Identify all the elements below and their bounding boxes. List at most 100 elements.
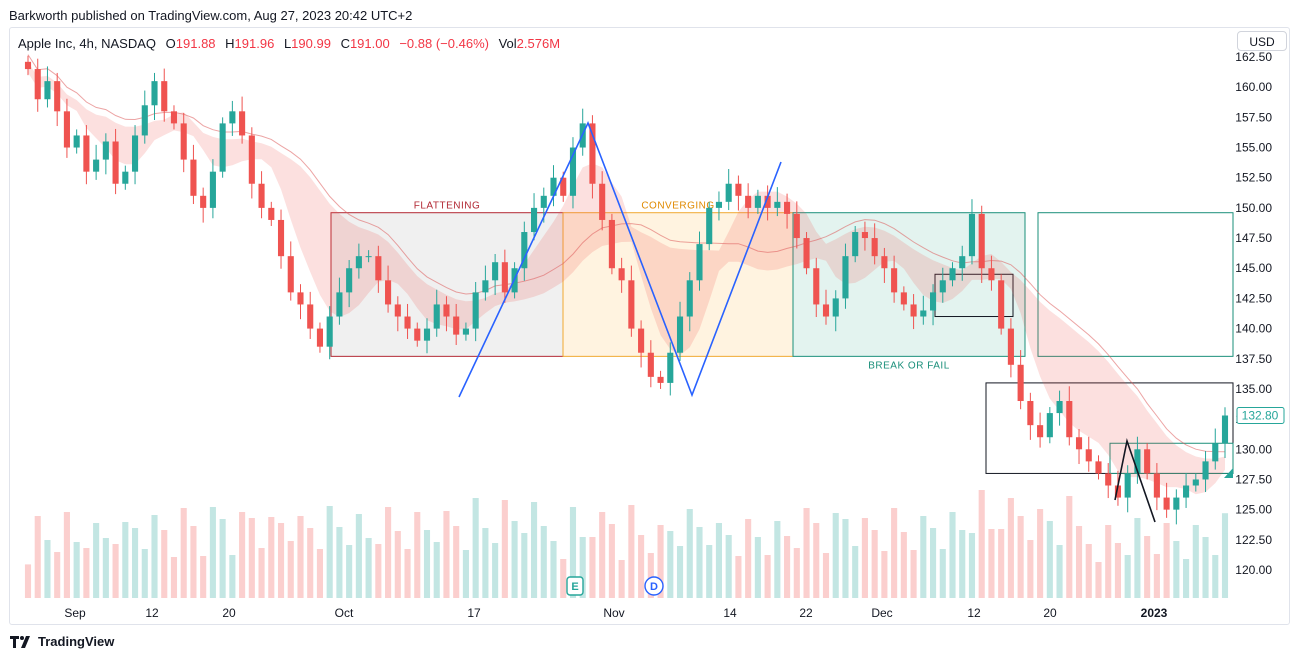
candle-body[interactable]	[978, 213, 985, 269]
candle-body[interactable]	[1114, 485, 1122, 498]
candle-body[interactable]	[1163, 497, 1170, 510]
candle-body[interactable]	[608, 219, 615, 269]
candle-body[interactable]	[725, 183, 732, 202]
candle-body[interactable]	[1124, 473, 1131, 498]
candle-body[interactable]	[1173, 497, 1180, 510]
candle-body[interactable]	[462, 328, 469, 335]
candle-body[interactable]	[774, 201, 781, 208]
candle-body[interactable]	[482, 280, 489, 293]
candle-body[interactable]	[686, 280, 693, 317]
candle-body[interactable]	[929, 292, 937, 311]
candle-body[interactable]	[73, 135, 80, 148]
candle-body[interactable]	[1007, 328, 1014, 365]
candle-body[interactable]	[316, 328, 324, 347]
candle-body[interactable]	[472, 292, 479, 329]
candle-body[interactable]	[1066, 401, 1073, 438]
candle-body[interactable]	[1212, 443, 1219, 462]
candle-body[interactable]	[696, 244, 703, 281]
candle-body[interactable]	[1192, 479, 1199, 486]
candle-body[interactable]	[560, 177, 567, 196]
candle-body[interactable]	[618, 268, 625, 281]
candle-body[interactable]	[151, 81, 158, 106]
candle-body[interactable]	[920, 310, 927, 317]
candle-body[interactable]	[209, 171, 216, 208]
candle-body[interactable]	[433, 304, 440, 329]
candle-body[interactable]	[229, 111, 236, 124]
candle-body[interactable]	[141, 105, 148, 136]
candle-body[interactable]	[1105, 473, 1112, 486]
candle-body[interactable]	[219, 123, 226, 172]
candle-body[interactable]	[1144, 449, 1151, 474]
candle-body[interactable]	[385, 280, 392, 305]
candle-body[interactable]	[44, 81, 51, 100]
candle-body[interactable]	[414, 328, 421, 341]
candle-body[interactable]	[521, 232, 528, 269]
currency-button[interactable]: USD	[1237, 31, 1287, 51]
candle-body[interactable]	[54, 81, 61, 112]
candle-body[interactable]	[501, 262, 508, 293]
candle-body[interactable]	[569, 147, 577, 196]
candle-body[interactable]	[170, 111, 178, 124]
candle-body[interactable]	[297, 292, 304, 305]
candle-body[interactable]	[1046, 413, 1053, 438]
candle-body[interactable]	[822, 304, 830, 317]
candle-body[interactable]	[268, 207, 275, 220]
candle-body[interactable]	[793, 213, 800, 239]
symbol-label[interactable]: Apple Inc, 4h, NASDAQ	[18, 36, 157, 51]
candle-body[interactable]	[540, 195, 547, 208]
candle-body[interactable]	[131, 135, 139, 172]
dividend-marker-icon[interactable]	[644, 576, 664, 596]
candle-body[interactable]	[968, 213, 976, 257]
candle-body[interactable]	[715, 201, 723, 208]
candle-body[interactable]	[1221, 415, 1229, 444]
candle-body[interactable]	[745, 195, 752, 208]
candle-body[interactable]	[1153, 473, 1160, 498]
candle-body[interactable]	[735, 183, 742, 196]
candle-body[interactable]	[900, 292, 907, 305]
candle-body[interactable]	[784, 201, 791, 214]
candle-body[interactable]	[404, 316, 411, 329]
candle-body[interactable]	[803, 238, 810, 269]
candle-body[interactable]	[443, 304, 450, 317]
candle-body[interactable]	[307, 304, 314, 329]
candle-body[interactable]	[112, 141, 119, 184]
candle-body[interactable]	[852, 232, 859, 257]
candle-body[interactable]	[277, 219, 285, 257]
candle-body[interactable]	[657, 376, 664, 383]
candle-body[interactable]	[161, 81, 168, 112]
tradingview-logo[interactable]: TradingView	[10, 634, 114, 649]
candle-body[interactable]	[394, 304, 401, 317]
candle-body[interactable]	[34, 69, 41, 100]
candle-body[interactable]	[667, 352, 674, 383]
candle-body[interactable]	[1183, 485, 1190, 498]
candle-body[interactable]	[1027, 401, 1034, 426]
candle-body[interactable]	[355, 256, 362, 269]
candle-body[interactable]	[589, 123, 596, 184]
candle-body[interactable]	[492, 262, 499, 281]
candle-body[interactable]	[200, 195, 207, 208]
candle-body[interactable]	[998, 280, 1005, 329]
candle-body[interactable]	[190, 159, 197, 196]
candle-body[interactable]	[842, 256, 849, 299]
candle-body[interactable]	[832, 298, 839, 317]
candle-body[interactable]	[881, 256, 888, 269]
annotation-zone-3[interactable]	[792, 212, 1026, 357]
breakout-box[interactable]	[1109, 442, 1234, 474]
candle-body[interactable]	[24, 61, 32, 70]
candle-body[interactable]	[988, 268, 995, 281]
candle-body[interactable]	[861, 232, 868, 239]
candle-body[interactable]	[1037, 425, 1044, 438]
candle-body[interactable]	[1017, 364, 1024, 402]
candle-body[interactable]	[871, 238, 878, 257]
candle-body[interactable]	[638, 328, 645, 353]
candle-body[interactable]	[453, 316, 460, 335]
candle-body[interactable]	[93, 159, 100, 172]
candle-body[interactable]	[63, 111, 70, 148]
candle-body[interactable]	[1085, 449, 1092, 462]
candle-body[interactable]	[1134, 449, 1141, 474]
candle-body[interactable]	[599, 183, 606, 220]
candle-body[interactable]	[365, 256, 372, 258]
candle-body[interactable]	[754, 195, 761, 208]
candle-body[interactable]	[1202, 461, 1209, 480]
